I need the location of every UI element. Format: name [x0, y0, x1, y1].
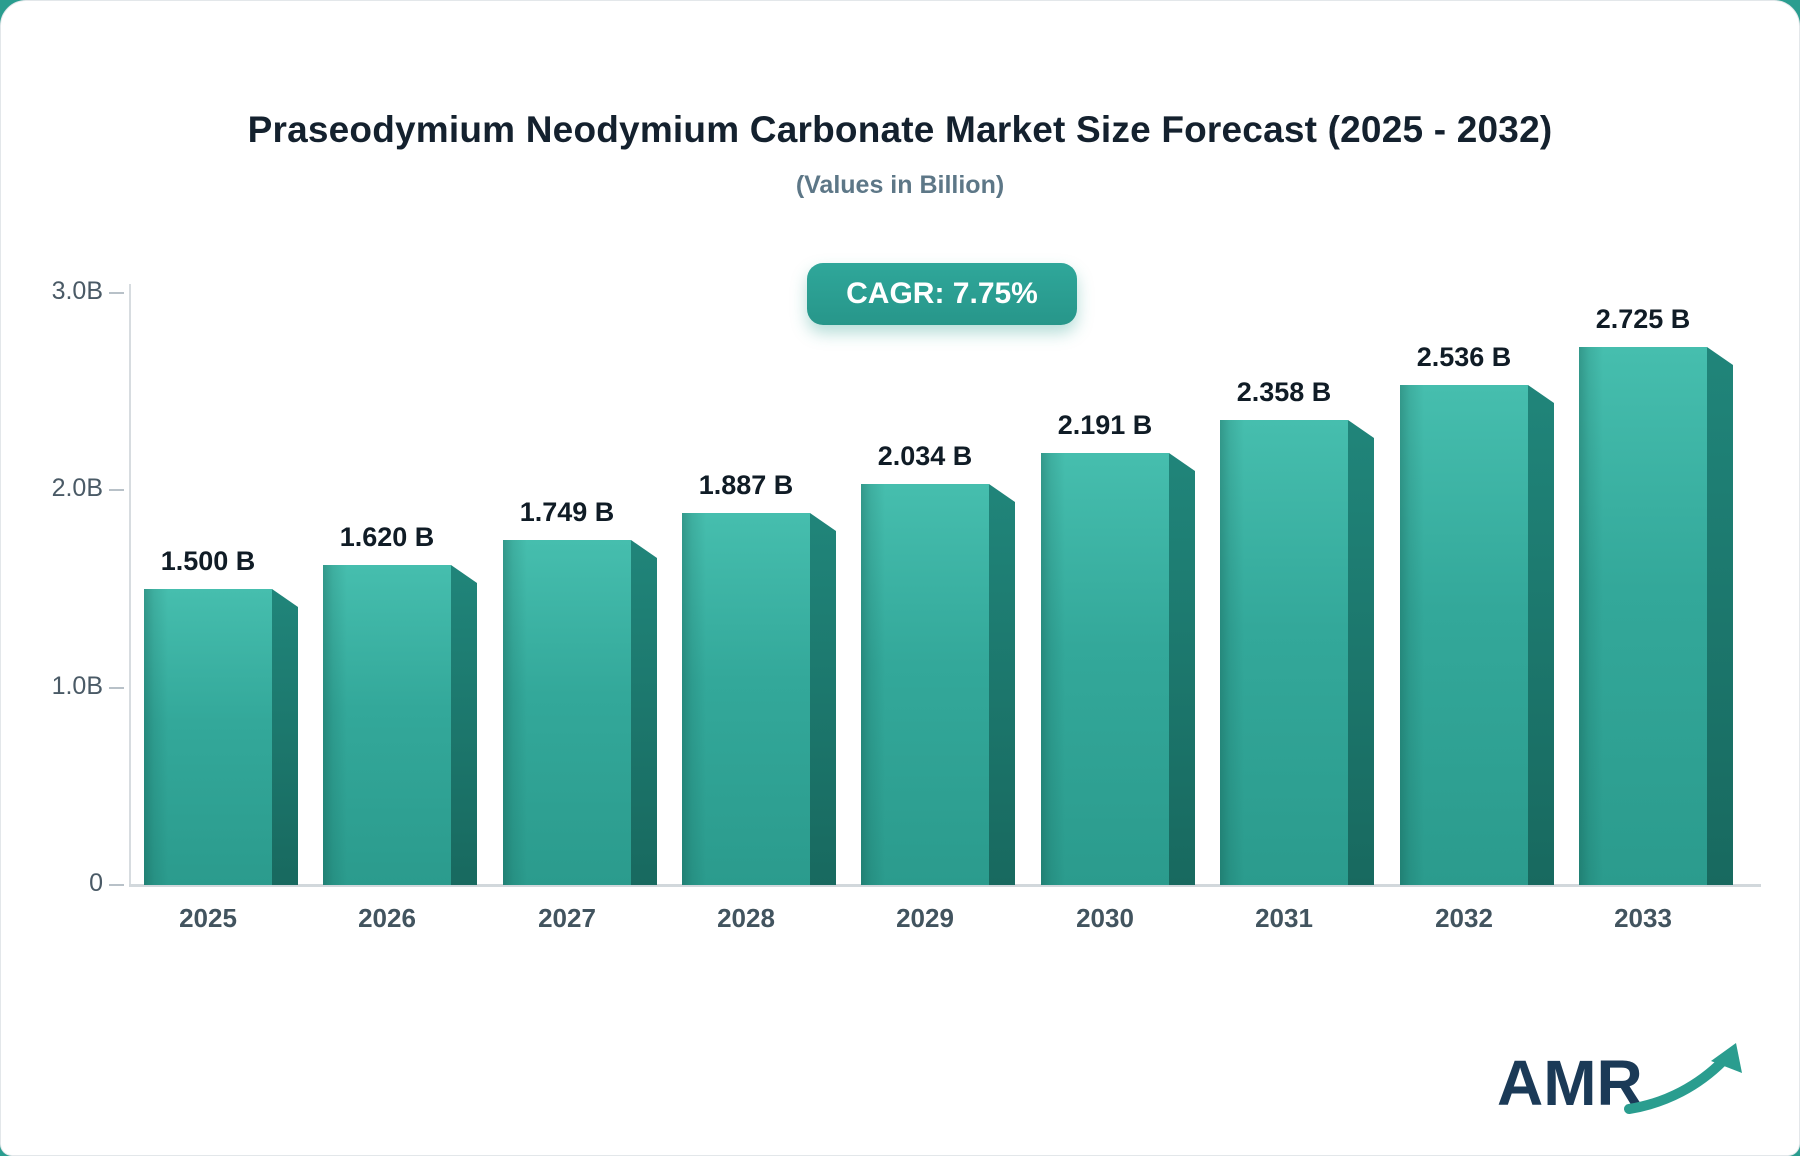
amr-logo-graphic: AMR [1497, 1043, 1742, 1119]
bar-value-label: 2.034 B [877, 441, 973, 471]
bar-side-2032 [1528, 385, 1554, 885]
logo-arrowhead-icon [1711, 1043, 1742, 1073]
x-axis-label: 2027 [538, 903, 596, 933]
chart-title: Praseodymium Neodymium Carbonate Market … [247, 109, 1553, 150]
bar-side-2028 [810, 513, 836, 885]
x-axis-label: 2033 [1614, 903, 1672, 933]
x-axis-label: 2031 [1255, 903, 1313, 933]
amr-logo: AMR [1489, 1027, 1759, 1131]
y-tick-label: 0 [89, 869, 103, 897]
bar-2031 [1220, 420, 1348, 885]
bar-value-label: 2.536 B [1416, 342, 1512, 372]
x-axis-label: 2028 [717, 903, 775, 933]
x-axis-label: 2025 [179, 903, 237, 933]
bar-side-2029 [989, 484, 1015, 885]
x-axis-label: 2032 [1435, 903, 1493, 933]
y-tick-label: 1.0B [51, 671, 103, 700]
bar-side-2027 [631, 540, 657, 885]
cagr-badge: CAGR: 7.75% [807, 263, 1077, 325]
y-tick-mark [109, 686, 124, 689]
bar-value-label: 2.358 B [1236, 377, 1332, 407]
bar-side-2030 [1169, 453, 1195, 885]
y-tick-mark [109, 489, 124, 492]
bar-2029 [861, 484, 989, 885]
bar-value-label: 2.191 B [1057, 410, 1153, 440]
y-tick-label: 2.0B [51, 474, 103, 503]
amr-logo-text: AMR [1497, 1047, 1643, 1119]
bar-side-2033 [1707, 347, 1733, 885]
bar-2032 [1400, 385, 1528, 885]
y-axis-line [129, 284, 131, 886]
bar-side-2031 [1348, 420, 1374, 885]
bar-value-label: 1.749 B [519, 497, 615, 527]
bar-2026 [323, 565, 451, 885]
bar-2025 [144, 589, 272, 885]
bar-2030 [1041, 453, 1169, 885]
bar-side-2026 [451, 565, 477, 885]
x-axis-line [129, 884, 1761, 887]
bar-2028 [682, 513, 810, 885]
x-axis-label: 2030 [1076, 903, 1134, 933]
bar-value-label: 1.620 B [339, 522, 435, 552]
bar-2027 [503, 540, 631, 885]
bar-value-label: 1.500 B [160, 546, 256, 576]
y-tick-label: 3.0B [51, 277, 103, 306]
x-axis-label: 2026 [358, 903, 416, 933]
y-tick-mark [109, 292, 124, 295]
x-axis-label: 2029 [896, 903, 954, 933]
chart-subtitle: (Values in Billion) [795, 171, 1005, 199]
y-tick-mark [109, 884, 124, 886]
bar-value-label: 2.725 B [1595, 304, 1691, 334]
bar-side-2025 [272, 589, 298, 885]
logo-arrow-icon [1624, 1056, 1728, 1114]
bar-value-label: 1.887 B [698, 470, 794, 500]
bar-2033 [1579, 347, 1707, 885]
